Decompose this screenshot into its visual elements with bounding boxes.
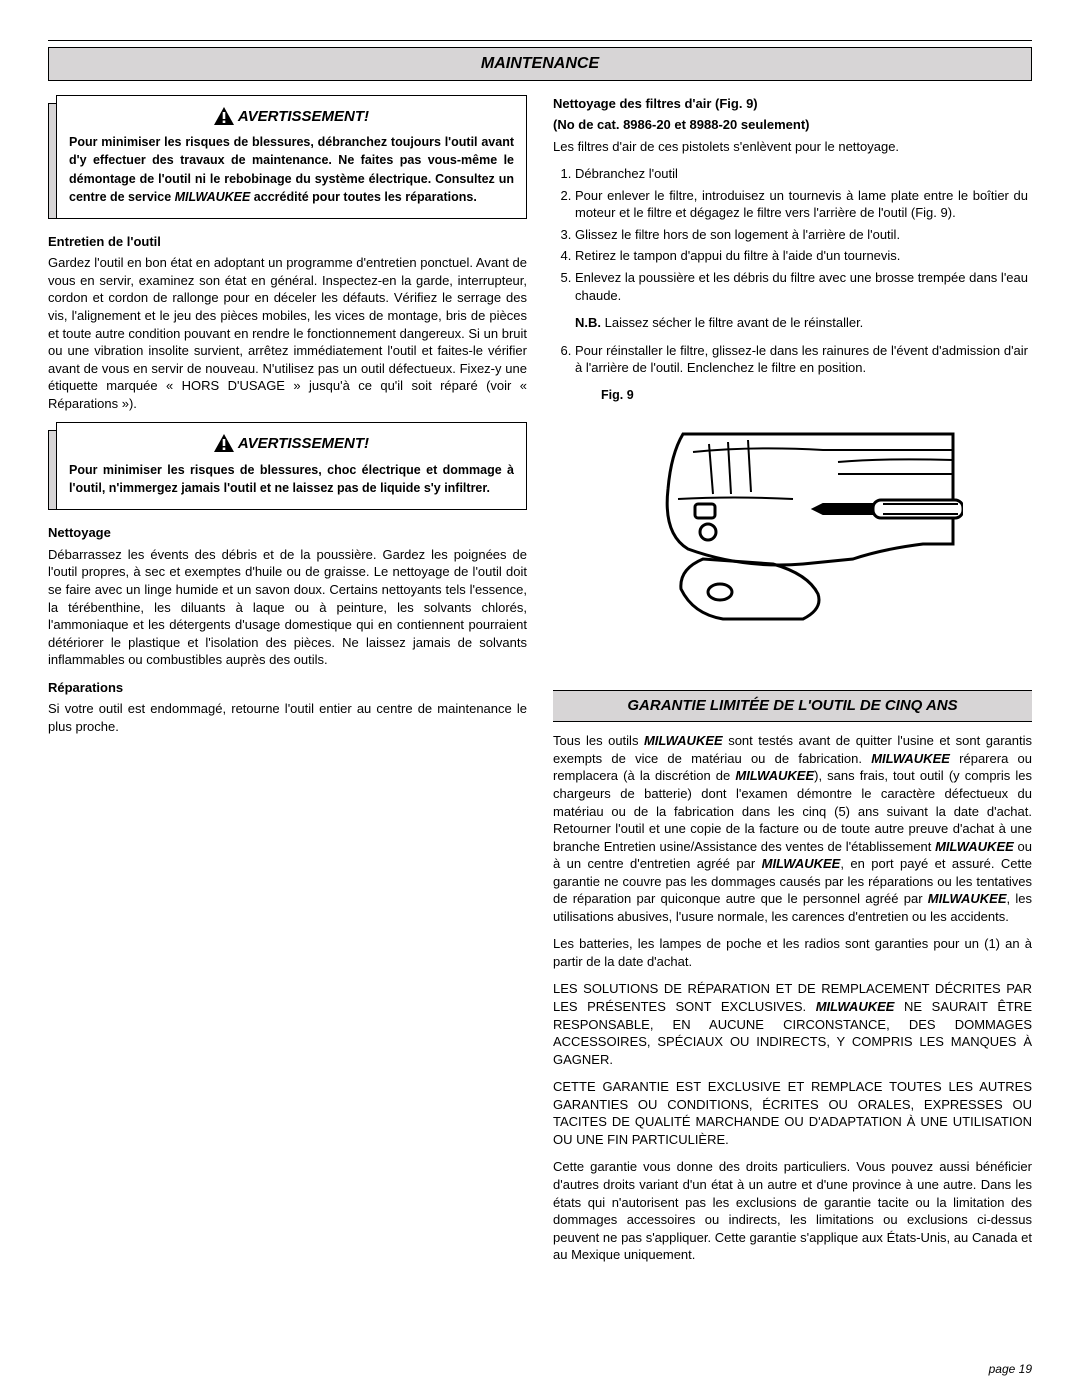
para-entretien: Gardez l'outil en bon état en adoptant u… xyxy=(48,254,527,412)
heading-filtres-1: Nettoyage des filtres d'air (Fig. 9) xyxy=(553,95,1032,113)
brand-text: MILWAUKEE xyxy=(871,751,950,766)
brand-text: MILWAUKEE xyxy=(935,839,1014,854)
spacer xyxy=(553,654,1032,684)
heading-filtres-2: (No de cat. 8986-20 et 8988-20 seulement… xyxy=(553,116,1032,134)
figure-label: Fig. 9 xyxy=(553,387,1032,404)
para-reparations: Si votre outil est endommagé, retourne l… xyxy=(48,700,527,735)
top-rule xyxy=(48,40,1032,41)
warning-title: AVERTISSEMENT! xyxy=(238,435,369,452)
warning-front: AVERTISSEMENT! Pour minimiser les risque… xyxy=(56,95,527,219)
heading-reparations: Réparations xyxy=(48,679,527,697)
alert-icon xyxy=(214,107,234,125)
brand-text: MILWAUKEE xyxy=(735,768,814,783)
list-item: Glissez le filtre hors de son logement à… xyxy=(575,226,1032,244)
para-nettoyage: Débarrassez les évents des débris et de … xyxy=(48,546,527,669)
list-item: Pour enlever le filtre, introduisez un t… xyxy=(575,187,1032,222)
warning-text-b: accrédité pour toutes les réparations. xyxy=(250,190,476,204)
warranty-para-2: Les batteries, les lampes de poche et le… xyxy=(553,935,1032,970)
brand-text: MILWAUKEE xyxy=(928,891,1007,906)
warning-heading: AVERTISSEMENT! xyxy=(69,433,514,455)
warning-title: AVERTISSEMENT! xyxy=(238,108,369,125)
warranty-para-3: LES SOLUTIONS DE RÉPARATION ET DE REMPLA… xyxy=(553,980,1032,1068)
figure-9: Fig. 9 xyxy=(553,387,1032,638)
nb-text: Laissez sécher le filtre avant de le réi… xyxy=(601,315,863,330)
list-item: Débranchez l'outil xyxy=(575,165,1032,183)
list-item: Enlevez la poussière et les débris du fi… xyxy=(575,269,1032,304)
para-filtres-intro: Les filtres d'air de ces pistolets s'enl… xyxy=(553,138,1032,156)
right-column: Nettoyage des filtres d'air (Fig. 9) (No… xyxy=(553,95,1032,1274)
nb-label: N.B. xyxy=(575,315,601,330)
two-columns: AVERTISSEMENT! Pour minimiser les risque… xyxy=(48,95,1032,1274)
brand-text: MILWAUKEE xyxy=(644,733,723,748)
steps-list: Débranchez l'outil Pour enlever le filtr… xyxy=(553,165,1032,304)
page: MAINTENANCE AVERTISSEMENT! Pour minimise… xyxy=(0,0,1080,1397)
warranty-para-5: Cette garantie vous donne des droits par… xyxy=(553,1158,1032,1263)
text: Tous les outils xyxy=(553,733,644,748)
list-item: Retirez le tampon d'appui du filtre à l'… xyxy=(575,247,1032,265)
warranty-para-4: CETTE GARANTIE EST EXCLUSIVE ET REMPLACE… xyxy=(553,1078,1032,1148)
brand-text: MILWAUKEE xyxy=(816,999,895,1014)
warranty-banner: GARANTIE LIMITÉE DE L'OUTIL DE CINQ ANS xyxy=(553,690,1032,722)
list-item: Pour réinstaller le filtre, glissez-le d… xyxy=(575,342,1032,377)
alert-icon xyxy=(214,434,234,452)
tool-diagram xyxy=(623,404,963,634)
heading-nettoyage: Nettoyage xyxy=(48,524,527,542)
heading-entretien: Entretien de l'outil xyxy=(48,233,527,251)
brand-text: MILWAUKEE xyxy=(175,190,251,204)
steps-list-2: Pour réinstaller le filtre, glissez-le d… xyxy=(553,342,1032,377)
maintenance-banner: MAINTENANCE xyxy=(48,47,1032,81)
left-column: AVERTISSEMENT! Pour minimiser les risque… xyxy=(48,95,527,1274)
warning-text: Pour minimiser les risques de blessures,… xyxy=(69,463,514,495)
warning-heading: AVERTISSEMENT! xyxy=(69,106,514,128)
warning-front: AVERTISSEMENT! Pour minimiser les risque… xyxy=(56,422,527,510)
warning-box-2: AVERTISSEMENT! Pour minimiser les risque… xyxy=(48,422,527,510)
nb-line: N.B. Laissez sécher le filtre avant de l… xyxy=(553,314,1032,332)
warranty-para-1: Tous les outils MILWAUKEE sont testés av… xyxy=(553,732,1032,925)
warning-box-1: AVERTISSEMENT! Pour minimiser les risque… xyxy=(48,95,527,219)
page-number: page 19 xyxy=(989,1361,1032,1377)
brand-text: MILWAUKEE xyxy=(762,856,841,871)
